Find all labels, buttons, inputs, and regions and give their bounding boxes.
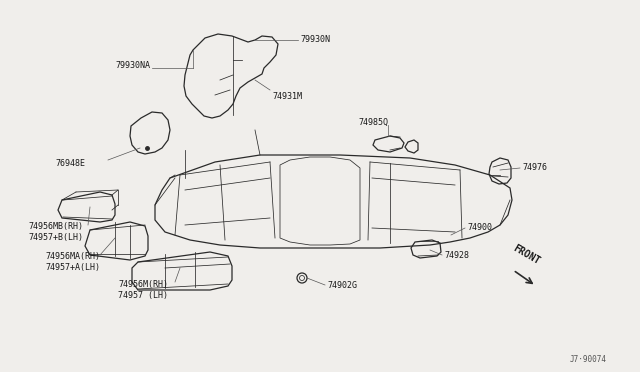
Text: FRONT: FRONT: [511, 243, 541, 266]
Text: 74985Q: 74985Q: [358, 118, 388, 126]
Text: 74956M(RH)
74957 (LH): 74956M(RH) 74957 (LH): [118, 280, 168, 300]
Text: 74928: 74928: [444, 250, 469, 260]
Text: 74900: 74900: [467, 224, 492, 232]
Text: J7·90074: J7·90074: [570, 356, 607, 365]
Text: 76948E: 76948E: [55, 158, 85, 167]
Text: 79930N: 79930N: [300, 35, 330, 45]
Text: 74976: 74976: [522, 164, 547, 173]
Text: 74931M: 74931M: [272, 92, 302, 101]
Text: 79930NA: 79930NA: [115, 61, 150, 71]
Text: 74956MA(RH)
74957+A(LH): 74956MA(RH) 74957+A(LH): [45, 252, 100, 272]
Text: 74902G: 74902G: [327, 280, 357, 289]
Text: 74956MB(RH)
74957+B(LH): 74956MB(RH) 74957+B(LH): [28, 222, 83, 242]
